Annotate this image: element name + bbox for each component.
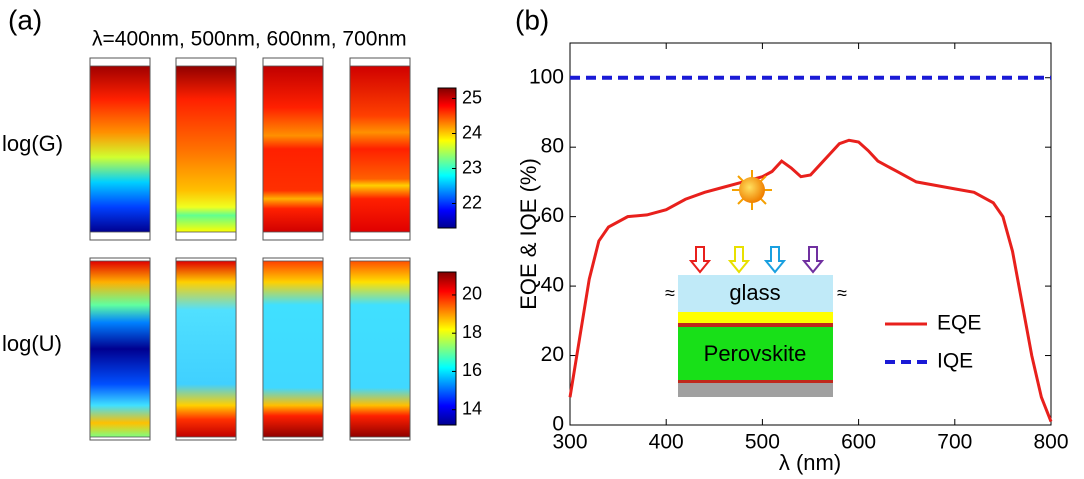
series-line: [568, 138, 1053, 423]
colorbar-tick-label: 24: [462, 122, 482, 142]
legend-label: IQE: [937, 350, 973, 373]
plot-area: 300 400 500 600 700 800 0 20 40 60 80 100 EQE IQE: [529, 42, 1069, 454]
panel-label: (a): [8, 4, 42, 35]
field-map: [262, 260, 324, 438]
field-map: [175, 260, 237, 438]
light-arrows: [688, 246, 825, 274]
panel-a: (a) λ=400nm, 500nm, 600nm, 700nm: [8, 4, 407, 50]
etl-layer: [678, 380, 833, 383]
break-mark: ≈: [665, 283, 675, 303]
x-tick-label: 400: [649, 431, 684, 454]
panel-title: λ=400nm, 500nm, 600nm, 700nm: [92, 28, 407, 51]
glass-layer: [678, 275, 833, 312]
inset: glass Perovskite ≈ ≈: [665, 170, 847, 397]
axes-box: [569, 42, 1052, 426]
x-tick-label: 800: [1033, 431, 1068, 454]
field-map: [349, 260, 411, 438]
colorbar-tick-label: 14: [462, 398, 482, 418]
tco-layer: [678, 312, 833, 323]
colorbar: [437, 271, 457, 426]
legend-label: EQE: [937, 312, 981, 335]
field-map: [175, 65, 237, 233]
colorbar-tick-label: 23: [462, 157, 482, 177]
field-map: [349, 65, 411, 233]
metal-layer: [678, 383, 833, 397]
break-mark: ≈: [837, 283, 847, 303]
row-label: log(G): [2, 131, 63, 156]
perovskite-layer: [678, 327, 833, 380]
panel-label: (b): [515, 4, 549, 35]
x-tick-label: 700: [937, 431, 972, 454]
x-tick-label: 500: [745, 431, 780, 454]
colorbar: [437, 87, 457, 229]
field-map: [89, 65, 151, 233]
glass-label: glass: [729, 280, 780, 305]
x-axis-label: λ (nm): [779, 450, 841, 475]
row-label: log(U): [2, 331, 62, 356]
y-tick-label: 0: [552, 413, 564, 436]
panel-b: (b) λ (nm) EQE & IQE (%) glass Perovskit…: [515, 4, 847, 474]
x-tick-label: 600: [841, 431, 876, 454]
field-map: [262, 65, 324, 233]
colorbar-tick-label: 22: [462, 192, 482, 212]
colorbar-tick-label: 25: [462, 87, 482, 107]
y-tick-label: 40: [541, 274, 564, 297]
sun-icon: [732, 170, 772, 210]
y-tick-label: 60: [541, 204, 564, 227]
colorbar-tick-label: 16: [462, 360, 482, 380]
x-tick-label: 300: [552, 431, 587, 454]
field-map: [89, 260, 151, 438]
colorbar-tick-label: 18: [462, 322, 482, 342]
y-axis-label: EQE & IQE (%): [516, 158, 541, 310]
y-tick-label: 80: [541, 135, 564, 158]
y-tick-label: 20: [541, 343, 564, 366]
htl-layer: [678, 323, 833, 327]
colorbar-tick-label: 20: [462, 284, 482, 304]
perovskite-label: Perovskite: [704, 341, 807, 366]
y-tick-label: 100: [529, 65, 564, 88]
